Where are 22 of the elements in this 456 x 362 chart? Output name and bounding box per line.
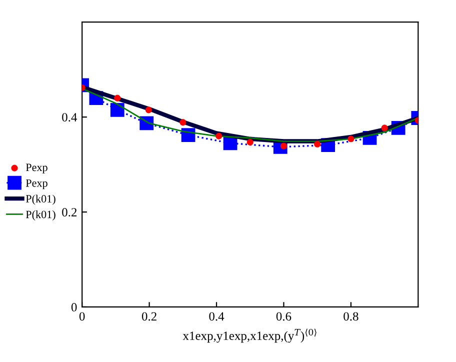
y-tick-label: 0	[71, 303, 77, 312]
y-tick-label: 0.2	[62, 208, 77, 217]
x-tick-label: 0.2	[142, 312, 156, 321]
legend-label: Pexp	[26, 179, 48, 190]
point	[381, 124, 388, 132]
legend-label: P(k01)	[26, 194, 56, 205]
x-tick-label: 0.6	[276, 312, 292, 321]
point	[216, 132, 222, 140]
point	[348, 136, 354, 142]
x-tick-label: 0	[79, 312, 85, 321]
legend-label: P(k01)	[26, 210, 56, 220]
y-tick-label: 0.4	[62, 113, 78, 122]
legend-label: Pexp	[26, 164, 48, 174]
point	[180, 118, 186, 126]
point	[314, 140, 321, 148]
x-axis-title: x1exp,y1exp,x1exp,(y$^{T}$)$^{⟨0⟩}$	[182, 328, 316, 343]
x-tick-label: 0.4	[209, 312, 224, 321]
point	[145, 106, 152, 114]
point	[114, 94, 121, 102]
point	[246, 138, 254, 146]
point	[110, 102, 124, 117]
x-tick-label: 0.8	[344, 312, 358, 321]
